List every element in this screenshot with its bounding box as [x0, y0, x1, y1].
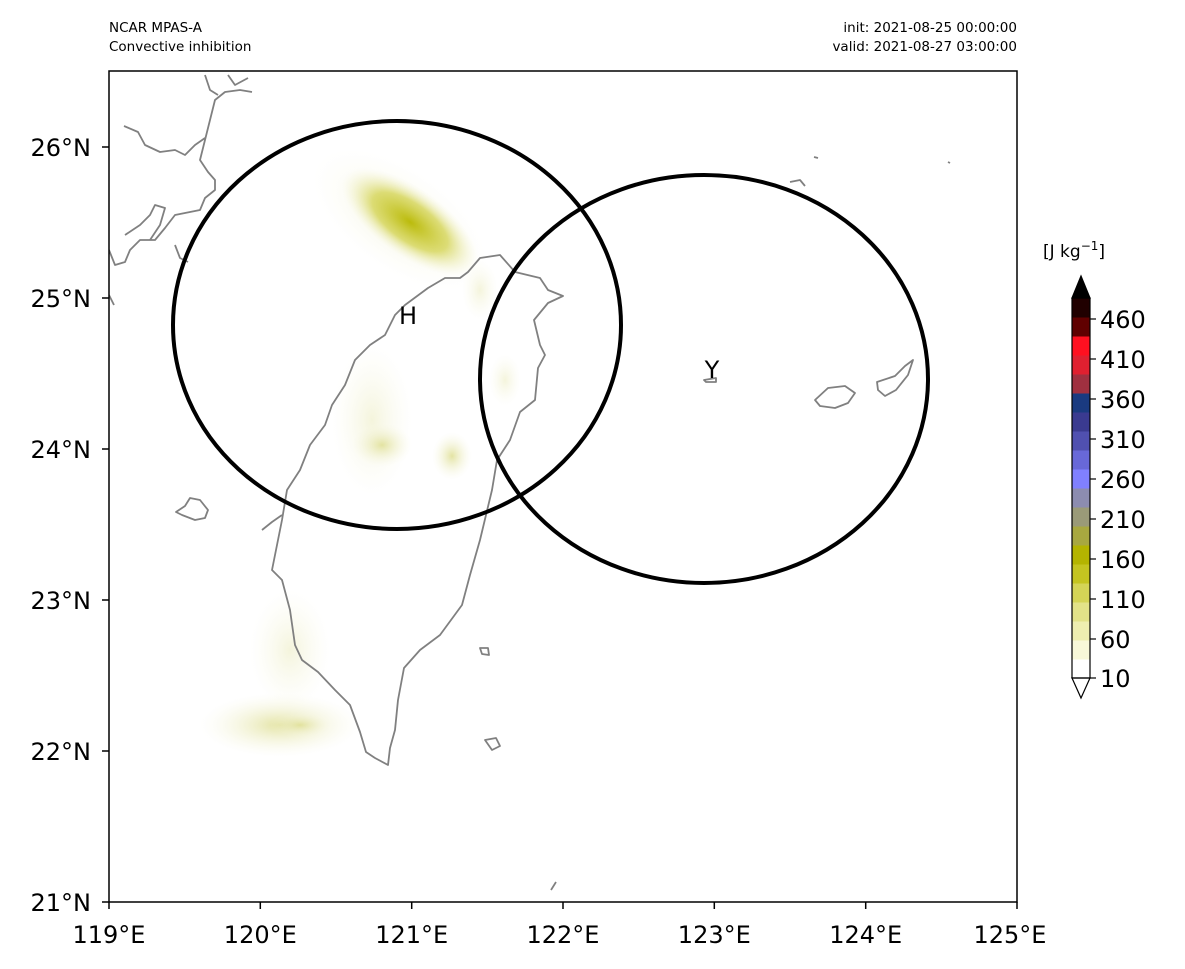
cin-blob [332, 345, 412, 495]
colorbar-tick-label: 210 [1100, 506, 1146, 534]
cin-blob [489, 354, 521, 406]
x-tick-label: 123°E [678, 921, 751, 949]
x-tick-label: 119°E [73, 921, 146, 949]
colorbar-tick-label: 60 [1100, 626, 1131, 654]
colorbar-band [1072, 412, 1090, 432]
circle-label-h: H [399, 302, 417, 330]
x-tick-labels: 119°E 120°E 121°E 122°E 123°E 124°E 125°… [73, 921, 1047, 949]
colorbar-band [1072, 526, 1090, 546]
colorbar-band [1072, 298, 1090, 318]
island-outline [947, 161, 951, 164]
x-tick-label: 120°E [224, 921, 297, 949]
island-outline [261, 514, 283, 531]
colorbar-unit: [J kg−1] [1043, 239, 1105, 262]
colorbar-tick-label: 410 [1100, 346, 1146, 374]
radar-circles [171, 119, 930, 585]
island-outline [703, 377, 717, 383]
model-name: NCAR MPAS-A [109, 20, 202, 36]
cin-blob [341, 168, 479, 276]
colorbar-tick-label: 460 [1100, 306, 1146, 334]
island-outline [550, 881, 557, 891]
colorbar-band [1072, 507, 1090, 527]
taiwan-coastline [271, 254, 564, 766]
y-tick-label: 22°N [31, 738, 92, 766]
mainland-coastline [109, 74, 253, 306]
colorbar-band [1072, 564, 1090, 584]
island-outline [876, 359, 914, 397]
cin-blob [462, 260, 498, 320]
colorbar-band [1072, 545, 1090, 565]
colorbar: [J kg−1] 460 410 360 310 260 210 160 110 [1043, 239, 1146, 700]
colorbar-band [1072, 469, 1090, 489]
colorbar-tick-label: 10 [1100, 665, 1131, 693]
colorbar-band [1072, 431, 1090, 451]
coastlines [109, 74, 951, 891]
colorbar-tick-label: 260 [1100, 466, 1146, 494]
x-tick-label: 125°E [974, 921, 1047, 949]
colorbar-band [1072, 602, 1090, 622]
colorbar-band [1072, 336, 1090, 356]
island-outline [789, 179, 806, 187]
y-tick-label: 26°N [31, 134, 92, 162]
colorbar-tick-label: 110 [1100, 586, 1146, 614]
x-tick-label: 121°E [375, 921, 448, 949]
island-outline [814, 385, 856, 409]
plot-frame [108, 70, 1018, 903]
colorbar-band [1072, 317, 1090, 337]
colorbar-band [1072, 659, 1090, 679]
y-tick-label: 23°N [31, 587, 92, 615]
colorbar-band [1072, 374, 1090, 394]
colorbar-band [1072, 355, 1090, 375]
colorbar-frame [1071, 297, 1091, 679]
y-tick-label: 24°N [31, 436, 92, 464]
colorbar-extend-min [1071, 677, 1091, 700]
colorbar-tick-label: 160 [1100, 546, 1146, 574]
colorbar-band [1072, 393, 1090, 413]
axis-ticks [102, 146, 1018, 909]
colorbar-band [1072, 583, 1090, 603]
cin-shading [200, 149, 521, 757]
x-tick-label: 124°E [829, 921, 902, 949]
init-time: init: 2021-08-25 00:00:00 [843, 20, 1017, 36]
cin-blob [270, 713, 330, 737]
colorbar-band [1072, 488, 1090, 508]
y-tick-label: 25°N [31, 285, 92, 313]
map-header-right: init: 2021-08-25 00:00:00 valid: 2021-08… [700, 19, 1017, 57]
field-name: Convective inhibition [109, 39, 252, 55]
y-tick-label: 21°N [31, 889, 92, 917]
x-tick-label: 122°E [527, 921, 600, 949]
colorbar-bands [1072, 298, 1090, 679]
colorbar-extend-max [1071, 274, 1091, 299]
cin-blob [250, 590, 330, 710]
colorbar-tick-label: 360 [1100, 386, 1146, 414]
island-outline [479, 647, 490, 656]
island-outline [175, 497, 209, 521]
circle-y [478, 173, 930, 585]
circle-label-y: Y [704, 356, 720, 384]
island-outline [484, 737, 501, 751]
circle-h [171, 119, 623, 531]
colorbar-tick-label: 310 [1100, 426, 1146, 454]
colorbar-band [1072, 621, 1090, 641]
map-header-left: NCAR MPAS-A Convective inhibition [109, 19, 251, 57]
colorbar-band [1072, 450, 1090, 470]
colorbar-band [1072, 640, 1090, 660]
cin-blob [432, 432, 472, 480]
y-tick-labels: 21°N 22°N 23°N 24°N 25°N 26°N [31, 134, 92, 917]
island-outline [813, 156, 819, 159]
valid-time: valid: 2021-08-27 03:00:00 [832, 39, 1017, 55]
cin-blob [352, 423, 412, 467]
